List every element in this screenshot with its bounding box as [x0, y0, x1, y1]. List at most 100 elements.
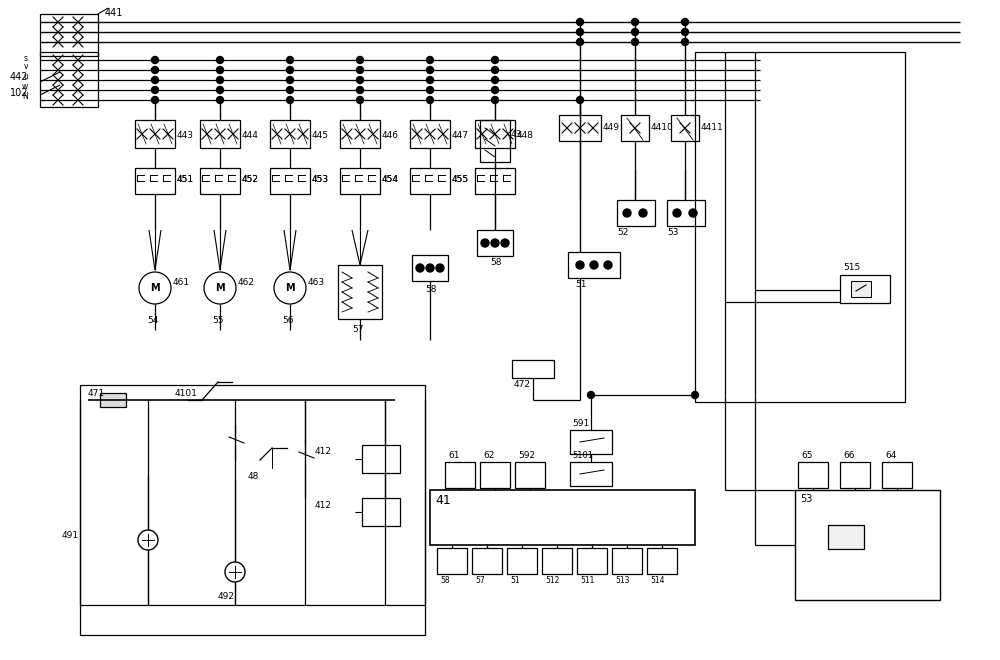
Text: 448: 448 — [517, 131, 534, 141]
Text: 513: 513 — [615, 576, 630, 585]
Circle shape — [287, 57, 294, 63]
Bar — [477, 230, 513, 256]
Text: 51: 51 — [510, 576, 520, 585]
Circle shape — [356, 86, 364, 94]
Bar — [617, 200, 655, 226]
Text: 5101: 5101 — [572, 451, 593, 460]
Circle shape — [492, 77, 498, 84]
Circle shape — [692, 391, 698, 399]
Circle shape — [139, 272, 171, 304]
Text: 52: 52 — [617, 228, 628, 237]
Bar — [412, 255, 448, 281]
Bar — [647, 548, 677, 574]
Bar — [570, 462, 612, 486]
Text: 64: 64 — [885, 451, 896, 460]
Circle shape — [216, 96, 224, 104]
Text: 451: 451 — [177, 176, 194, 185]
Text: 451: 451 — [177, 176, 194, 185]
Text: 472: 472 — [514, 380, 531, 389]
Circle shape — [492, 67, 498, 73]
Text: 452: 452 — [242, 176, 259, 185]
Bar — [362, 445, 400, 473]
Circle shape — [356, 67, 364, 73]
Circle shape — [492, 96, 498, 104]
Text: 471: 471 — [88, 389, 105, 398]
Text: 102: 102 — [10, 88, 28, 98]
Text: 43: 43 — [511, 130, 522, 139]
Text: 463: 463 — [308, 278, 325, 287]
Bar — [362, 498, 400, 526]
Text: 462: 462 — [238, 278, 255, 287]
Bar — [200, 168, 240, 194]
Bar — [437, 548, 467, 574]
Circle shape — [287, 86, 294, 94]
Bar — [798, 462, 828, 488]
Text: 453: 453 — [312, 176, 329, 185]
Circle shape — [356, 96, 364, 104]
Bar — [100, 393, 126, 407]
Circle shape — [426, 77, 434, 84]
Text: 54: 54 — [147, 316, 158, 325]
Text: 58: 58 — [490, 258, 502, 267]
Text: 454: 454 — [382, 176, 399, 185]
Bar — [840, 275, 890, 303]
Bar — [667, 200, 705, 226]
Text: 4410: 4410 — [651, 123, 674, 133]
Circle shape — [576, 28, 584, 36]
Bar — [340, 168, 380, 194]
Text: 58: 58 — [440, 576, 450, 585]
Text: 61: 61 — [448, 451, 460, 460]
Circle shape — [588, 391, 594, 399]
Text: 453: 453 — [312, 176, 329, 185]
Text: 412: 412 — [315, 500, 332, 510]
Circle shape — [604, 261, 612, 269]
Circle shape — [492, 86, 498, 94]
Text: 455: 455 — [452, 176, 469, 185]
Bar — [570, 430, 612, 454]
Text: v: v — [24, 62, 28, 71]
Bar — [559, 115, 601, 141]
Text: 53: 53 — [800, 494, 812, 504]
Circle shape — [152, 77, 158, 84]
Text: 491: 491 — [62, 531, 79, 539]
Circle shape — [152, 67, 158, 73]
Circle shape — [216, 77, 224, 84]
Text: 511: 511 — [580, 576, 594, 585]
Text: 4411: 4411 — [701, 123, 724, 133]
Text: 591: 591 — [572, 419, 589, 428]
Circle shape — [576, 38, 584, 46]
Circle shape — [590, 261, 598, 269]
Circle shape — [152, 96, 158, 104]
Circle shape — [491, 239, 499, 247]
Bar — [507, 548, 537, 574]
Circle shape — [138, 530, 158, 550]
Text: 412: 412 — [315, 447, 332, 457]
Text: s: s — [24, 54, 28, 63]
Text: N: N — [22, 92, 28, 101]
Circle shape — [436, 264, 444, 272]
Text: 56: 56 — [282, 316, 294, 325]
Circle shape — [426, 264, 434, 272]
Bar — [475, 168, 515, 194]
Circle shape — [216, 67, 224, 73]
Circle shape — [204, 272, 236, 304]
Bar — [340, 120, 380, 148]
Circle shape — [426, 67, 434, 73]
Circle shape — [287, 96, 294, 104]
Circle shape — [416, 264, 424, 272]
Bar — [40, 52, 98, 107]
Bar — [135, 120, 175, 148]
Text: 66: 66 — [843, 451, 854, 460]
Bar — [612, 548, 642, 574]
Bar — [475, 120, 515, 148]
Bar — [135, 168, 175, 194]
Circle shape — [426, 96, 434, 104]
Text: 444: 444 — [242, 131, 259, 141]
Text: 441: 441 — [105, 8, 123, 18]
Text: 512: 512 — [545, 576, 559, 585]
Text: 455: 455 — [452, 176, 469, 185]
Text: 461: 461 — [173, 278, 190, 287]
Text: 454: 454 — [382, 176, 399, 185]
Circle shape — [632, 38, 639, 46]
Circle shape — [673, 209, 681, 217]
